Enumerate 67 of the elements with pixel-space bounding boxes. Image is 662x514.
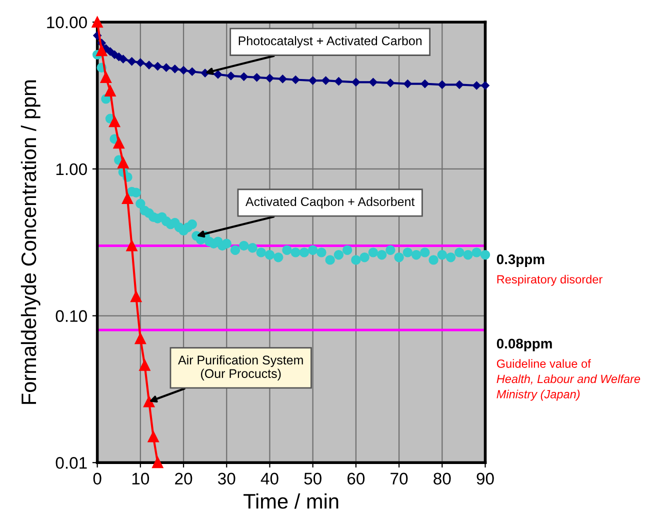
point xyxy=(113,138,124,149)
point xyxy=(322,76,330,85)
point xyxy=(154,62,162,70)
ref-line-label: 0.3ppm xyxy=(496,254,544,267)
x-tick-label: 30 xyxy=(218,472,236,485)
point xyxy=(126,240,138,252)
text: Air Purification System (Our Procucts) xyxy=(178,355,303,380)
point xyxy=(139,360,150,371)
point xyxy=(369,78,378,86)
text: Activated Caqbon + Adsorbent xyxy=(245,196,415,209)
text: Photocatalyst + Activated Carbon xyxy=(238,36,422,48)
point xyxy=(386,78,395,88)
point xyxy=(240,72,248,81)
point xyxy=(162,63,170,72)
annotation: Guideline value of Health, Labour and Welfare Ministry (Japan) xyxy=(496,359,640,401)
point xyxy=(136,58,145,67)
point xyxy=(404,80,412,88)
point xyxy=(144,60,154,70)
x-tick-label: 80 xyxy=(434,472,451,485)
point xyxy=(118,157,129,168)
point xyxy=(96,45,108,56)
point xyxy=(119,54,128,64)
point xyxy=(170,64,180,74)
point xyxy=(266,74,274,82)
x-axis-title: Time / min xyxy=(244,493,338,509)
y-tick-label: 10.00 xyxy=(47,16,87,28)
point xyxy=(188,67,196,76)
x-tick-label: 50 xyxy=(304,472,322,485)
x-tick-label: 60 xyxy=(348,472,365,485)
x-tick-label: 40 xyxy=(260,472,278,485)
point xyxy=(106,47,114,56)
point xyxy=(455,80,464,89)
x-tick-label: 20 xyxy=(175,472,192,485)
y-tick-label: 0.10 xyxy=(56,310,87,322)
point xyxy=(278,74,287,84)
point xyxy=(226,72,236,80)
point xyxy=(291,76,300,84)
point xyxy=(143,396,155,408)
point xyxy=(100,72,112,83)
point xyxy=(472,81,481,90)
point xyxy=(352,78,360,86)
ref-line-label: 0.08ppm xyxy=(496,338,552,352)
x-tick-label: 10 xyxy=(132,472,150,485)
point xyxy=(214,70,222,79)
y-axis-title: Formaldehyde Concentration / ppm xyxy=(20,80,40,404)
x-tick-label: 0 xyxy=(93,472,102,485)
annotation: Respiratory disorder xyxy=(497,274,602,286)
point xyxy=(104,85,116,96)
point xyxy=(308,76,317,85)
point xyxy=(122,192,134,204)
point xyxy=(438,80,446,89)
point xyxy=(179,66,188,74)
point xyxy=(420,80,430,88)
point xyxy=(481,81,490,90)
point xyxy=(92,16,103,28)
point xyxy=(109,116,120,128)
x-tick-label: 70 xyxy=(390,472,408,485)
point xyxy=(130,291,142,302)
point xyxy=(128,57,136,66)
point xyxy=(134,332,146,344)
y-tick-label: 1.00 xyxy=(56,163,87,176)
point xyxy=(334,77,343,86)
point xyxy=(252,73,261,82)
y-tick-label: 0.01 xyxy=(56,457,87,469)
point xyxy=(148,431,159,442)
x-tick-label: 90 xyxy=(476,472,494,485)
point xyxy=(152,457,164,468)
